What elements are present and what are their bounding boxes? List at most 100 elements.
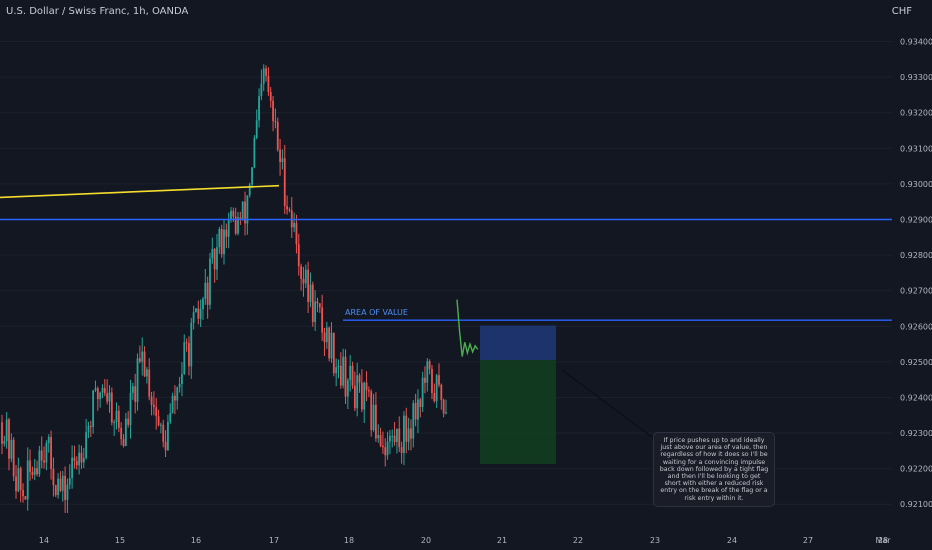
candle-body: [332, 332, 335, 374]
candle-body: [276, 122, 279, 150]
candle-body: [396, 428, 398, 443]
candle-body: [87, 426, 90, 433]
candle-body: [283, 158, 286, 207]
candle-body: [223, 229, 225, 255]
x-tick-label: 18: [344, 536, 354, 545]
stop-loss-zone[interactable]: [480, 325, 556, 361]
candle-body: [304, 269, 307, 284]
candle-body: [293, 222, 296, 228]
candle-body: [365, 382, 368, 391]
trade-note[interactable]: If price pushes up to and ideally just a…: [653, 432, 775, 507]
candle-body: [248, 184, 251, 196]
candle-body: [342, 356, 345, 386]
candle-body: [237, 217, 239, 234]
candle-body: [353, 385, 356, 409]
candle-body: [372, 404, 375, 431]
candle-body: [232, 210, 235, 217]
candle-body: [176, 387, 179, 401]
candle-body: [346, 380, 349, 397]
candle-body: [227, 219, 230, 237]
candle-body: [120, 427, 123, 440]
candle-body: [78, 452, 81, 466]
candle-body: [318, 303, 321, 308]
x-tick-label: 14: [39, 536, 49, 545]
candle-body: [258, 96, 260, 121]
candle-body: [178, 384, 181, 388]
candle-body: [85, 432, 88, 458]
candle-body: [405, 415, 408, 442]
candle-body: [61, 475, 64, 491]
trend-line[interactable]: [0, 184, 280, 199]
candle-body: [57, 478, 59, 496]
candle-body: [40, 450, 43, 461]
candle-body: [295, 222, 298, 245]
candle-body: [363, 382, 366, 410]
candle-body: [307, 269, 310, 302]
candle-body: [1, 422, 3, 444]
candle-body: [80, 452, 83, 463]
candle-body: [89, 426, 92, 428]
candle-body: [335, 367, 338, 374]
x-tick-label: 24: [727, 536, 737, 545]
candle-body: [213, 248, 216, 270]
candle-body: [412, 403, 415, 439]
candle-body: [17, 468, 20, 492]
y-tick-label: 0.92900: [900, 216, 932, 225]
candle-body: [433, 392, 436, 402]
candle-body: [225, 229, 228, 237]
candle-body: [218, 228, 221, 248]
candle-body: [351, 365, 354, 386]
candle-body: [330, 332, 333, 359]
x-tick-label: 28: [878, 536, 888, 545]
y-tick-label: 0.92700: [900, 287, 932, 296]
candle-body: [71, 457, 74, 479]
x-tick-label: 22: [573, 536, 583, 545]
projection-path[interactable]: [456, 299, 479, 357]
candle-body: [262, 68, 265, 84]
candle-body: [241, 201, 244, 220]
candle-body: [26, 460, 29, 500]
candle-body: [386, 441, 389, 456]
candle-body: [15, 476, 17, 492]
candle-body: [382, 445, 384, 448]
candle-body: [438, 375, 440, 385]
candle-body: [38, 450, 41, 475]
candle-body: [145, 369, 148, 377]
take-profit-zone[interactable]: [480, 360, 556, 464]
candle-body: [410, 428, 412, 439]
candle-body: [440, 384, 443, 400]
candle-body: [24, 496, 27, 500]
candle-body: [234, 216, 237, 234]
candle-body: [138, 358, 141, 362]
candle-body: [99, 392, 102, 400]
candle-body: [431, 368, 433, 393]
candle-body: [122, 439, 125, 446]
candle-body: [10, 439, 13, 459]
candle-body: [419, 399, 422, 407]
candle-body: [426, 361, 429, 383]
candle-body: [148, 369, 151, 397]
candle-body: [356, 375, 359, 409]
candle-body: [68, 478, 71, 485]
candle-body: [286, 206, 288, 210]
candle-body: [442, 399, 445, 414]
y-tick-label: 0.92800: [900, 251, 932, 260]
candle-body: [134, 386, 137, 402]
candle-body: [274, 120, 277, 123]
candle-body: [428, 361, 431, 369]
candle-body: [384, 447, 387, 456]
candle-body: [106, 393, 109, 402]
candle-body: [73, 457, 76, 462]
candle-body: [45, 442, 48, 463]
candle-body: [82, 457, 85, 463]
candle-body: [36, 468, 38, 475]
candle-body: [255, 120, 258, 138]
candle-body: [197, 308, 200, 319]
y-tick-label: 0.92100: [900, 500, 932, 509]
candle-body: [216, 247, 218, 270]
candle-body: [22, 489, 24, 497]
candle-body: [75, 461, 78, 466]
candle-body: [141, 351, 144, 362]
